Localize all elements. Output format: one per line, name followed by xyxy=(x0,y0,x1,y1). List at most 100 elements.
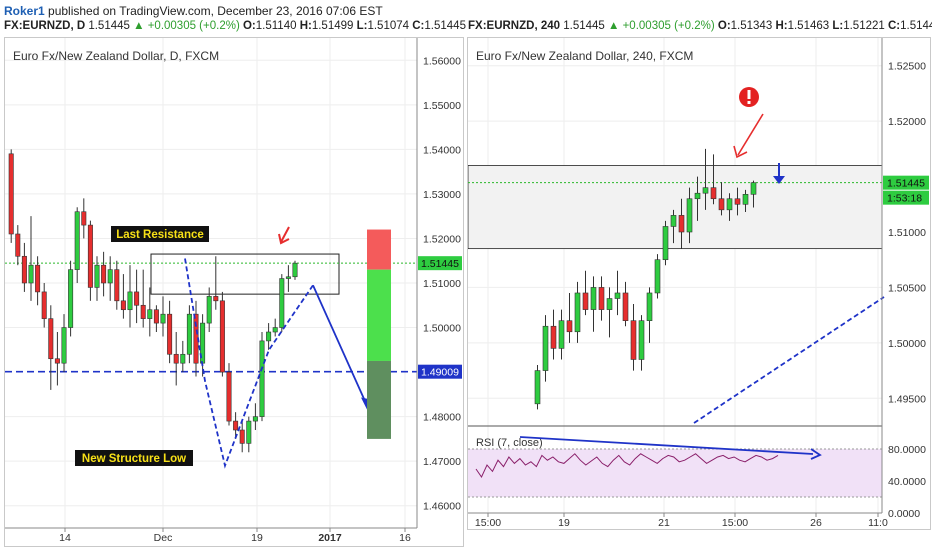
left-candle[interactable] xyxy=(186,313,192,355)
left-chart-svg[interactable]: Euro Fx/New Zealand Dollar, D, FXCM Last… xyxy=(5,38,463,546)
left-candle[interactable] xyxy=(233,420,239,431)
right-candle[interactable] xyxy=(590,287,597,310)
right-candle[interactable] xyxy=(550,325,557,349)
left-candle[interactable] xyxy=(87,224,93,288)
left-candle[interactable] xyxy=(266,331,272,342)
left-candle[interactable] xyxy=(94,264,100,288)
exclamation-icon[interactable] xyxy=(739,87,759,107)
right-candle[interactable] xyxy=(614,292,621,299)
right-candle[interactable] xyxy=(622,292,629,321)
left-candle[interactable] xyxy=(213,296,219,302)
rsi-y-ticks: 80.0000 40.0000 0.0000 xyxy=(888,444,926,520)
left-candle[interactable] xyxy=(28,264,34,284)
right-candle[interactable] xyxy=(694,192,701,200)
rsi-divergence-arrow[interactable] xyxy=(519,436,814,455)
take-profit-zone[interactable] xyxy=(367,269,391,361)
right-candle[interactable] xyxy=(582,292,589,310)
left-candle[interactable] xyxy=(239,429,245,444)
right-candle[interactable] xyxy=(598,287,605,310)
right-candle[interactable] xyxy=(662,226,669,261)
left-candle[interactable] xyxy=(120,300,126,311)
left-candle[interactable] xyxy=(285,276,291,279)
svg-text:New Structure Low: New Structure Low xyxy=(82,453,186,465)
right-candle[interactable] xyxy=(654,259,661,294)
left-candle[interactable] xyxy=(153,309,159,324)
label-last-resistance[interactable]: Last Resistance xyxy=(111,226,209,242)
red-arrow-icon xyxy=(278,226,290,245)
right-candle[interactable] xyxy=(710,187,717,200)
left-candle[interactable] xyxy=(114,269,120,302)
left-l-label: L: xyxy=(356,20,368,32)
right-ohlc-bar: FX:EURNZD, 240 1.51445 ▲ +0.00305 (+0.2%… xyxy=(468,20,932,32)
right-candle[interactable] xyxy=(630,320,637,360)
left-close: 1.51445 xyxy=(424,20,466,32)
stop-loss-zone[interactable] xyxy=(367,229,391,270)
resistance-zone-right[interactable] xyxy=(467,165,883,250)
left-candle[interactable] xyxy=(246,420,252,444)
target-zone[interactable] xyxy=(367,360,391,439)
left-candle[interactable] xyxy=(259,340,265,417)
left-candle[interactable] xyxy=(21,255,27,284)
left-candle[interactable] xyxy=(272,327,278,333)
right-candle[interactable] xyxy=(750,182,757,195)
resistance-zone[interactable] xyxy=(150,253,340,295)
left-candle[interactable] xyxy=(8,153,14,235)
label-new-structure-low[interactable]: New Structure Low xyxy=(75,450,193,466)
left-candle[interactable] xyxy=(219,300,225,373)
left-candle[interactable] xyxy=(206,296,212,324)
author-link[interactable]: Roker1 xyxy=(4,4,45,18)
right-candle[interactable] xyxy=(638,320,645,360)
right-candle[interactable] xyxy=(670,215,677,227)
right-candle[interactable] xyxy=(534,370,541,405)
projection-zigzag[interactable] xyxy=(184,258,314,469)
left-candle[interactable] xyxy=(134,291,140,306)
right-candle[interactable] xyxy=(606,298,613,310)
projection-down-arrow[interactable] xyxy=(312,284,368,406)
right-candle[interactable] xyxy=(718,198,725,211)
left-grid xyxy=(5,38,417,528)
right-candle[interactable] xyxy=(542,325,549,371)
right-chart-panel[interactable]: Euro Fx/New Zealand Dollar, 240, FXCM RS… xyxy=(467,37,931,530)
right-candle[interactable] xyxy=(678,215,685,233)
right-candle[interactable] xyxy=(734,198,741,205)
left-candle[interactable] xyxy=(180,353,186,364)
left-candle[interactable] xyxy=(68,269,74,328)
right-candle[interactable] xyxy=(686,198,693,233)
right-y-tick-label: 1.50000 xyxy=(888,338,926,350)
left-candle[interactable] xyxy=(252,416,258,422)
right-change: ▲ +0.00305 (+0.2%) xyxy=(608,20,715,32)
right-chart-svg[interactable]: Euro Fx/New Zealand Dollar, 240, FXCM RS… xyxy=(467,38,930,529)
right-candle[interactable] xyxy=(646,292,653,321)
left-candle[interactable] xyxy=(160,313,166,324)
right-y-tick-label: 1.49500 xyxy=(888,393,926,405)
left-candle[interactable] xyxy=(167,313,173,355)
trend-line[interactable] xyxy=(693,296,885,424)
right-candle[interactable] xyxy=(566,320,573,333)
left-candle[interactable] xyxy=(101,264,107,284)
left-candle[interactable] xyxy=(15,233,21,257)
left-candle[interactable] xyxy=(173,353,179,364)
left-candle[interactable] xyxy=(279,278,285,328)
left-candle[interactable] xyxy=(54,358,60,364)
left-candle[interactable] xyxy=(107,269,113,284)
left-candle[interactable] xyxy=(226,371,232,422)
left-candle[interactable] xyxy=(48,318,54,360)
left-candle[interactable] xyxy=(35,264,41,293)
left-candle[interactable] xyxy=(292,262,298,278)
right-candle[interactable] xyxy=(726,198,733,211)
right-candle[interactable] xyxy=(702,187,709,194)
publish-info: published on TradingView.com, December 2… xyxy=(48,4,383,18)
right-candle[interactable] xyxy=(558,320,565,349)
left-candle[interactable] xyxy=(147,309,153,319)
publish-header: Roker1 published on TradingView.com, Dec… xyxy=(4,4,383,18)
left-candle[interactable] xyxy=(41,291,47,319)
left-chart-panel[interactable]: Euro Fx/New Zealand Dollar, D, FXCM Last… xyxy=(4,37,464,547)
left-candle[interactable] xyxy=(74,211,80,270)
right-candle[interactable] xyxy=(574,292,581,333)
right-candle[interactable] xyxy=(742,194,749,205)
left-candle[interactable] xyxy=(127,291,133,311)
rsi-arrow-head-icon xyxy=(810,448,822,460)
left-candle[interactable] xyxy=(81,211,87,226)
left-candle[interactable] xyxy=(61,327,67,364)
left-candle[interactable] xyxy=(140,304,146,319)
